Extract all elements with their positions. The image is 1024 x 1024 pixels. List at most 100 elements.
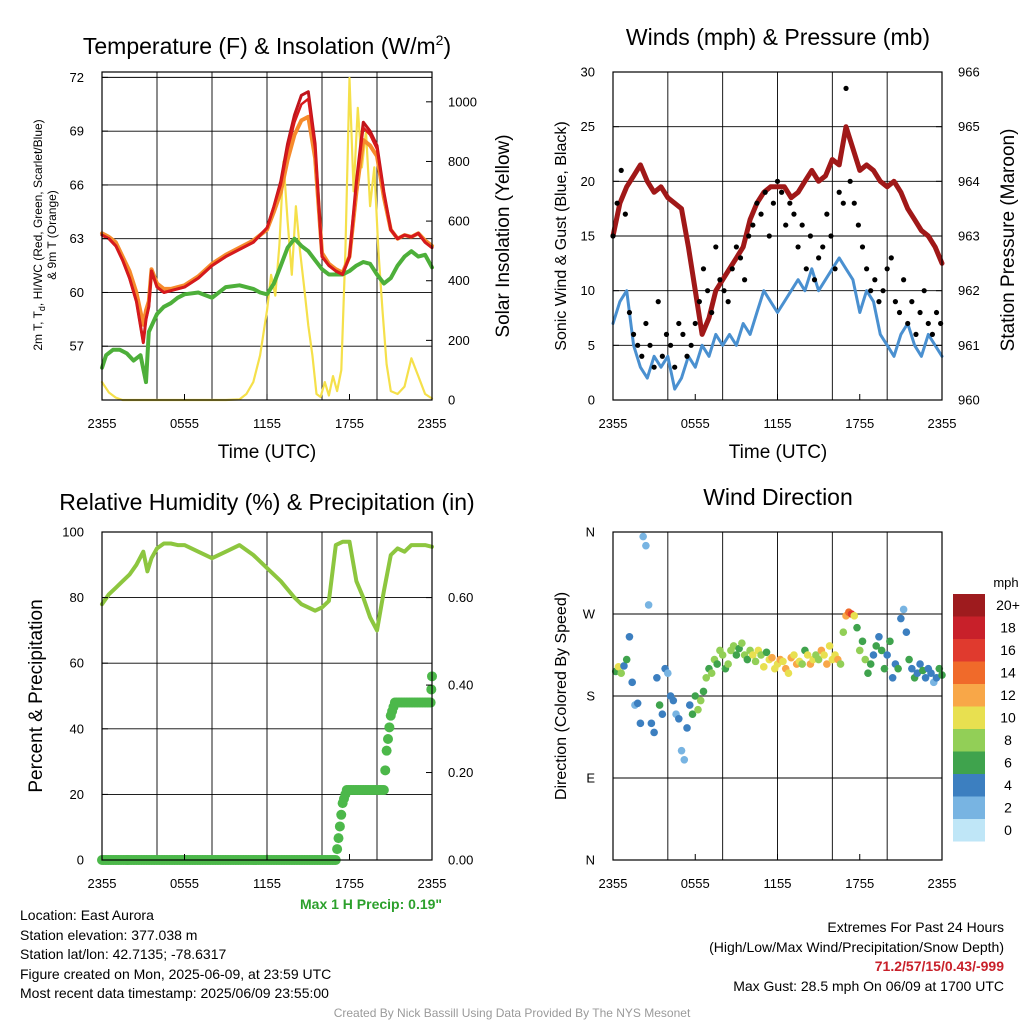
gust-point (832, 266, 838, 272)
station-latlon: Station lat/lon: 42.7135; -78.6317 (20, 946, 227, 962)
precip-point (336, 809, 347, 820)
x-tick-label: 2355 (418, 416, 447, 431)
direction-point (653, 673, 661, 682)
direction-point (850, 612, 859, 620)
x-tick-label: 1755 (335, 876, 364, 891)
direction-point (696, 696, 705, 705)
colorbar-label: 8 (1004, 732, 1012, 748)
gust-point (659, 353, 665, 359)
direction-point (866, 660, 875, 668)
y-tick-label-right: 962 (958, 283, 980, 298)
gust-point (787, 200, 793, 206)
gust-point (713, 244, 719, 250)
precip-point (426, 684, 437, 695)
y-tick-label: 72 (70, 70, 84, 85)
speed-colorbar: 20+ 18 16 14 12 10 8 6 4 2 0 (953, 594, 1020, 842)
x-tick-label: 1755 (335, 416, 364, 431)
y-tick-label: 57 (70, 339, 84, 354)
direction-point (639, 532, 647, 541)
colorbar-label: 4 (1004, 777, 1012, 793)
direction-point (664, 669, 672, 678)
gust-point (742, 277, 748, 283)
gust-point (709, 309, 715, 316)
gust-point (864, 266, 870, 272)
direction-point (620, 662, 628, 670)
y-tick-label: 63 (70, 231, 84, 246)
gust-point (667, 342, 674, 348)
gust-point (828, 233, 834, 239)
gust-point (840, 200, 846, 206)
figure-created: Figure created on Mon, 2025-06-09, at 23… (20, 965, 332, 982)
wind-y-ticks: 0 5 10 15 20 25 30 (581, 65, 619, 408)
direction-point (658, 710, 667, 719)
x-tick-label: 2355 (418, 876, 447, 891)
y-tick-label-right: 0.40 (448, 678, 473, 693)
y-tick-label-right: 960 (958, 393, 980, 408)
gust-point (663, 331, 670, 337)
y-tick-label-right: 1000 (448, 94, 477, 109)
gust-point (725, 299, 731, 305)
colorbar-swatch (953, 706, 985, 729)
y-tick-label: 69 (70, 124, 84, 139)
direction-point (883, 651, 891, 659)
gust-point (779, 189, 785, 195)
y-tick-label-right: 966 (958, 65, 980, 80)
gust-point (630, 331, 637, 337)
temp-ylabel-left: 2m T, Td, HI/WC (Red, Green, Scarlet/Blu… (31, 119, 47, 350)
gust-point (909, 299, 915, 305)
precip-point (381, 745, 392, 756)
gust-point (876, 299, 882, 305)
gust-point (626, 309, 633, 316)
wind-xlabel: Time (UTC) (729, 442, 828, 463)
direction-point (803, 651, 812, 659)
y-tick-label-right: 0.00 (448, 853, 473, 868)
y-tick-label: 40 (70, 721, 84, 736)
y-tick-label-right: 0.20 (448, 765, 473, 780)
direction-point (732, 651, 741, 659)
gust-point (933, 309, 940, 316)
colorbar-label: 16 (1000, 642, 1016, 658)
direction-point (861, 655, 870, 664)
gust-point (917, 309, 923, 316)
gust-point (836, 189, 842, 195)
y-tick-label-right: 800 (448, 154, 470, 169)
temp-ylabel-left-line2: & 9m T (Orange) (45, 190, 59, 280)
gust-point (774, 178, 781, 184)
station-location: Location: East Aurora (20, 907, 154, 923)
dir-title: Wind Direction (703, 484, 853, 510)
y-tick-label: 20 (70, 787, 84, 802)
temp-y-ticks-right: 0 200 400 600 800 1000 (426, 94, 477, 408)
y-tick-label-right: 963 (958, 229, 980, 244)
gust-point (872, 277, 878, 283)
precip-point (383, 734, 393, 745)
rh-y-ticks: 0 20 40 60 80 100 (62, 525, 108, 868)
temp-x-ticks: 2355 0555 1155 1755 2355 (88, 394, 447, 431)
gust-point (692, 320, 698, 327)
x-tick-label: 2355 (928, 876, 957, 891)
direction-point (836, 660, 845, 668)
x-tick-label: 1155 (764, 416, 792, 431)
gust-point (635, 342, 641, 348)
gust-point (672, 364, 678, 370)
gust-point (859, 244, 866, 250)
y-tick-label-right: 0 (448, 393, 455, 408)
direction-point (814, 655, 823, 664)
direction-point (894, 664, 902, 673)
station-elevation: Station elevation: 377.038 m (20, 926, 198, 943)
wind-ylabel-right: Station Pressure (Maroon) (998, 129, 1019, 352)
gust-point (758, 211, 764, 217)
direction-point (751, 657, 760, 666)
direction-point (622, 655, 631, 664)
y-tick-label: 20 (581, 174, 595, 189)
direction-point (738, 639, 746, 647)
y-tick-label-right: 961 (958, 338, 980, 353)
y-tick-label-right: 400 (448, 273, 470, 288)
x-tick-label: 0555 (681, 416, 710, 431)
direction-point (702, 673, 711, 682)
colorbar-swatch (953, 774, 985, 797)
gust-point (868, 288, 874, 294)
gust-point (733, 244, 739, 250)
y-tick-label: 5 (588, 338, 595, 353)
y-tick-label: 15 (581, 229, 595, 244)
